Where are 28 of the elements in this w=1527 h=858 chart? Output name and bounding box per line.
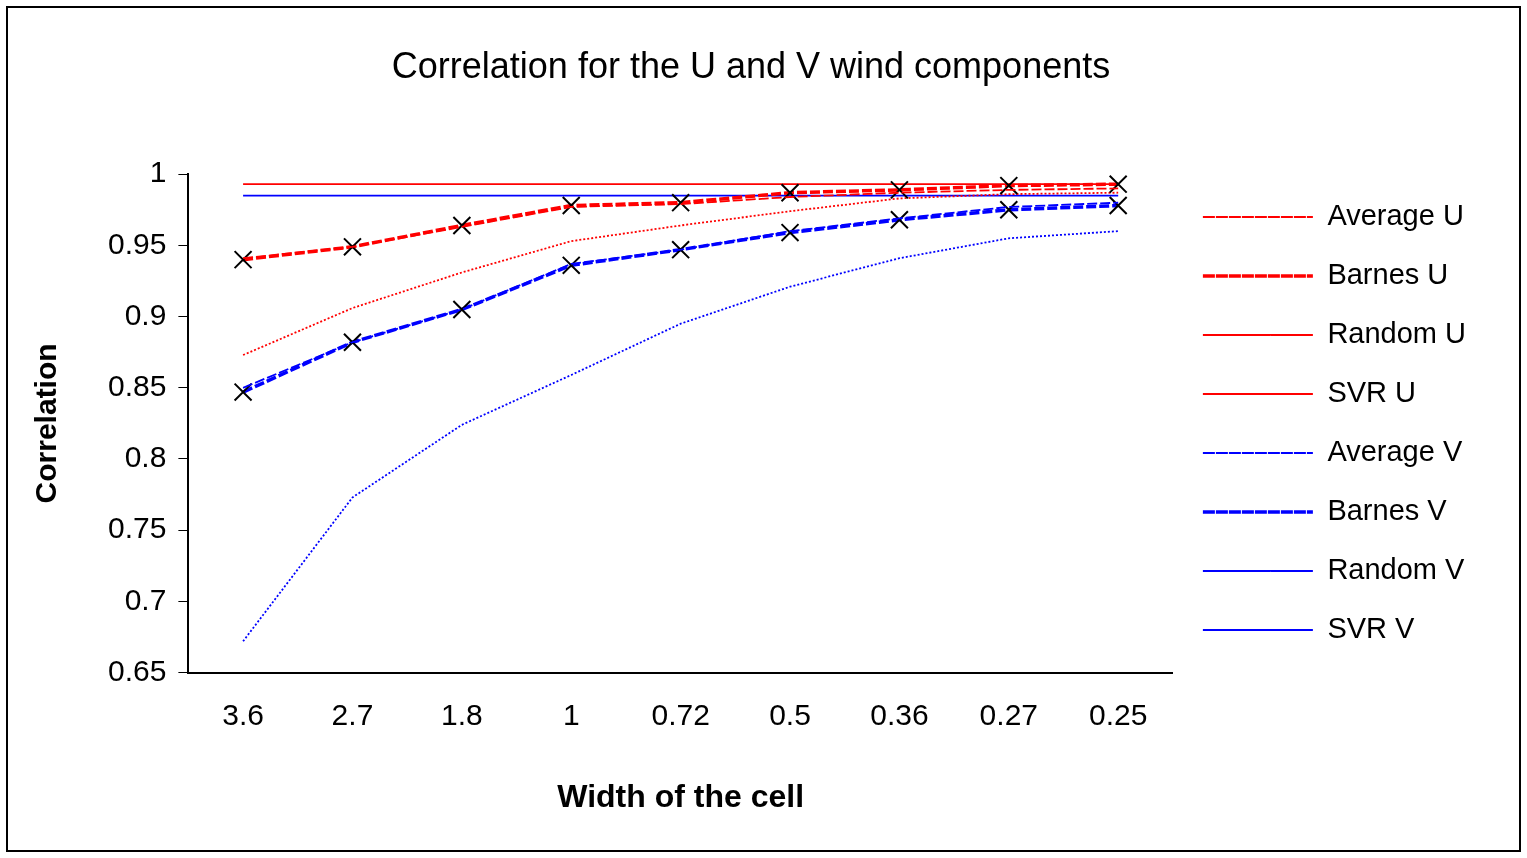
y-tick-label: 0.95 [108, 226, 167, 260]
legend-label: Random U [1327, 317, 1467, 349]
x-tick-label: 1.8 [441, 697, 483, 731]
legend-label: Average U [1327, 199, 1464, 231]
x-tick-label: 0.72 [651, 697, 710, 731]
legend-label: Average V [1327, 435, 1463, 467]
legend-label: SVR U [1327, 376, 1417, 408]
legend-label: Barnes U [1327, 258, 1449, 290]
chart-title: Correlation for the U and V wind components [391, 44, 1111, 86]
y-tick-label: 0.65 [108, 653, 167, 687]
x-axis-title: Width of the cell [557, 777, 805, 814]
y-tick-label: 0.75 [108, 511, 167, 545]
x-tick-label: 3.6 [222, 697, 264, 731]
x-tick-label: 1 [562, 697, 580, 731]
y-tick-label: 0.8 [124, 440, 167, 474]
y-axis-title: Correlation [29, 343, 63, 504]
x-tick-label: 0.27 [979, 697, 1038, 731]
legend-label: Random V [1327, 553, 1466, 585]
y-tick-label: 0.7 [124, 582, 167, 616]
legend-label: SVR V [1327, 612, 1416, 644]
x-tick-label: 0.5 [769, 697, 811, 731]
x-tick-label: 0.36 [870, 697, 929, 731]
x-tick-label: 0.25 [1089, 697, 1148, 731]
y-tick-label: 0.9 [124, 297, 167, 331]
x-tick-label: 2.7 [331, 697, 374, 731]
legend-label: Barnes V [1327, 494, 1448, 526]
y-tick-label: 0.85 [108, 369, 167, 403]
y-tick-label: 1 [149, 155, 167, 189]
